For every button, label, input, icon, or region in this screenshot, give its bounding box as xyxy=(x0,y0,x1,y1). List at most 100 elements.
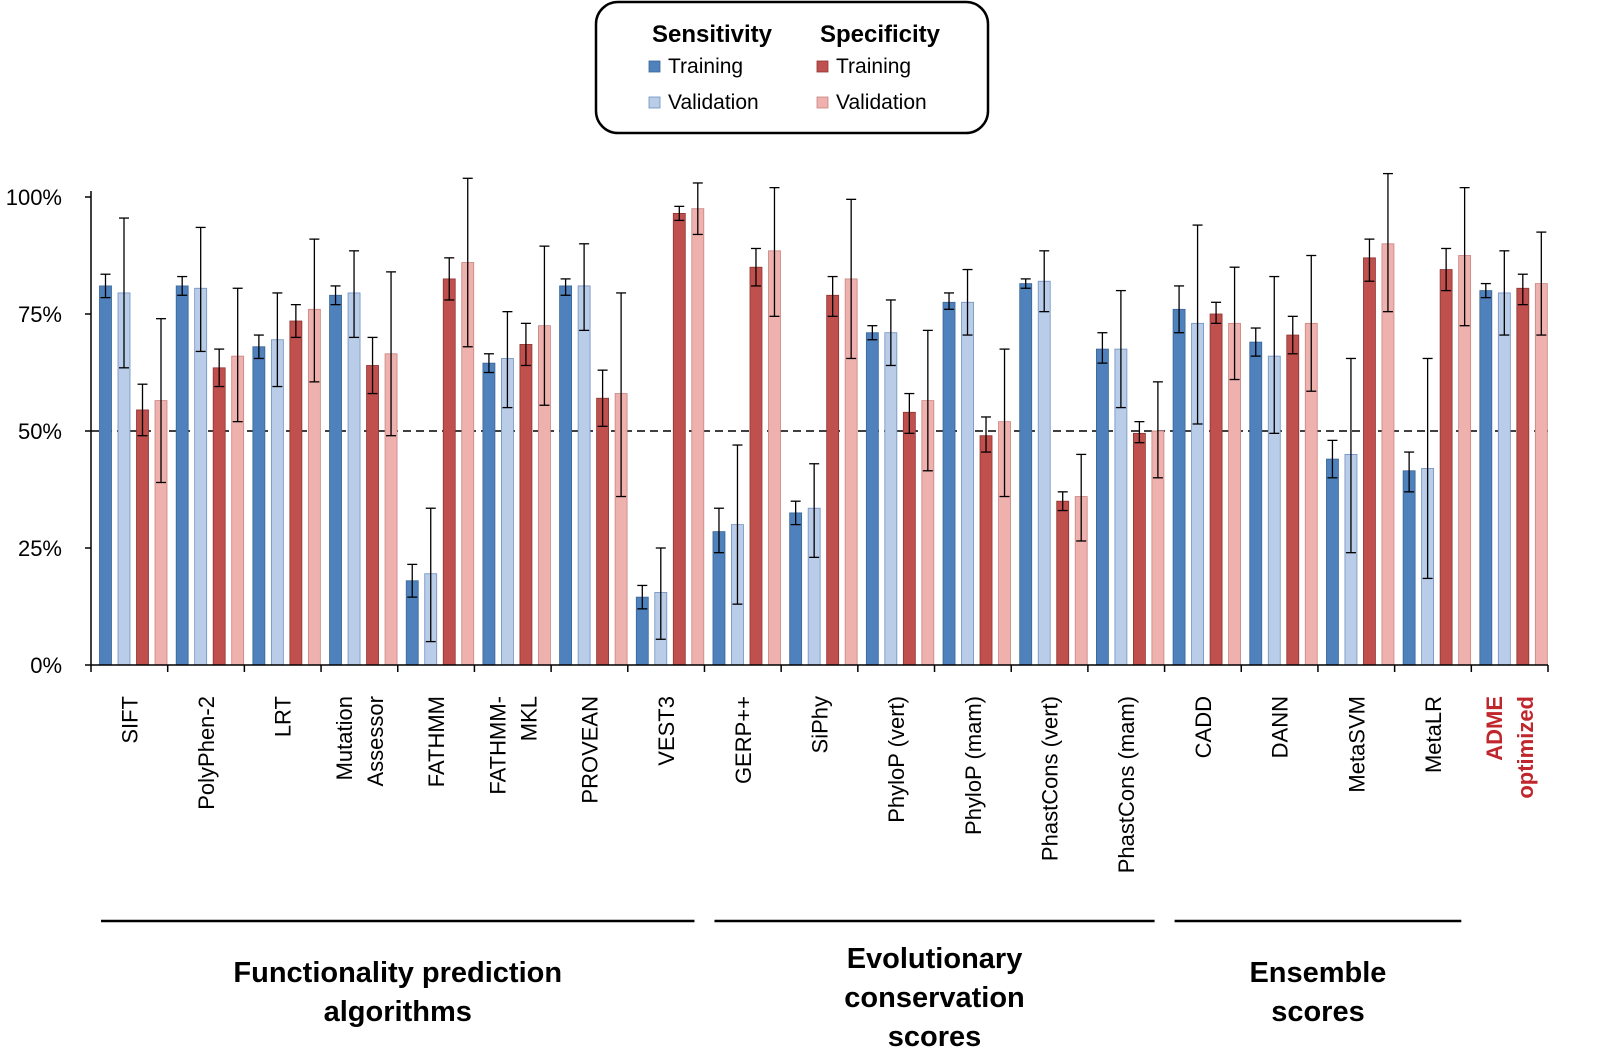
bar-sens_val xyxy=(347,292,361,666)
y-tick-label: 50% xyxy=(18,419,62,444)
category-phylop-mam- xyxy=(942,268,1011,666)
legend-swatch-spec_val xyxy=(816,96,829,109)
bar-spec_train xyxy=(596,397,610,666)
legend-entry-label: Training xyxy=(668,55,743,78)
category-sift xyxy=(99,217,168,666)
legend-group-title: Sensitivity xyxy=(652,21,773,48)
category-phastcons-vert- xyxy=(1019,250,1088,666)
category-fathmm xyxy=(405,177,475,666)
group-label: algorithms xyxy=(324,996,472,1028)
bar-spec_train xyxy=(902,411,916,666)
bar-spec_train xyxy=(1439,269,1453,666)
bar-spec_train xyxy=(672,212,686,666)
x-category-label: CADD xyxy=(1191,696,1216,758)
bar-spec_val xyxy=(1534,283,1548,666)
bar-spec_train xyxy=(1209,313,1223,666)
group-label: conservation xyxy=(844,982,1025,1014)
legend-entry-label: Validation xyxy=(836,91,927,114)
group-label: scores xyxy=(1271,996,1365,1028)
category-phastcons-mam- xyxy=(1095,289,1165,666)
category-cadd xyxy=(1172,224,1241,666)
category-metasvm xyxy=(1326,172,1395,666)
y-tick-label: 25% xyxy=(18,536,62,561)
x-category-label: SiPhy xyxy=(808,696,833,753)
bar-sens_train xyxy=(559,285,573,666)
category-adme-optimized xyxy=(1479,231,1548,666)
category-fathmm-mkl xyxy=(482,245,551,666)
legend-swatch-sens_train xyxy=(648,60,661,73)
x-category-label: FATHMM xyxy=(424,696,449,787)
bar-sens_train xyxy=(942,301,956,666)
bar-sens_train xyxy=(1019,283,1033,666)
legend-swatch-spec_train xyxy=(816,60,829,73)
bar-sens_val xyxy=(884,332,898,666)
x-category-label: PhastCons (mam) xyxy=(1114,696,1139,873)
category-provean xyxy=(559,243,628,666)
legend-swatch-sens_val xyxy=(648,96,661,109)
bar-sens_train xyxy=(789,512,803,666)
bar-sens_train xyxy=(329,294,342,666)
x-category-label: LRT xyxy=(271,696,296,737)
bar-sens_val xyxy=(270,339,284,666)
category-polyphen-2 xyxy=(175,226,245,666)
bar-sens_train xyxy=(1326,458,1339,666)
bar-sens_train xyxy=(175,285,189,666)
bar-spec_train xyxy=(1363,257,1376,666)
bar-spec_train xyxy=(1286,334,1300,666)
bar-sens_val xyxy=(577,285,591,666)
bar-sens_train xyxy=(99,285,112,666)
bar-sens_val xyxy=(961,301,974,666)
bar-spec_train xyxy=(1056,500,1070,666)
bar-sens_train xyxy=(1479,290,1493,666)
bar-sens_train xyxy=(1249,341,1263,666)
x-category-label: GERP++ xyxy=(731,696,756,784)
bar-spec_train xyxy=(366,365,379,666)
x-category-label: Assessor xyxy=(363,696,388,786)
bar-spec_train xyxy=(442,278,456,666)
x-category-label: PolyPhen-2 xyxy=(194,696,219,810)
bar-sens_val xyxy=(1037,280,1051,666)
category-lrt xyxy=(252,238,321,666)
x-category-label: FATHMM- xyxy=(485,696,510,795)
legend-group-title: Specificity xyxy=(820,21,941,48)
bar-sens_train xyxy=(1172,308,1186,666)
category-dann xyxy=(1249,254,1318,666)
y-tick-label: 100% xyxy=(6,185,62,210)
bar-sens_train xyxy=(482,362,496,666)
x-category-label: SIFT xyxy=(117,696,142,744)
category-vest3 xyxy=(635,182,705,666)
bar-sens_train xyxy=(1095,348,1109,666)
x-category-label: PhastCons (vert) xyxy=(1038,696,1063,861)
category-gerp- xyxy=(712,186,781,666)
bar-spec_train xyxy=(749,266,763,666)
x-category-label: PROVEAN xyxy=(577,696,602,804)
x-category-label: PhyloP (vert) xyxy=(884,696,909,823)
bar-spec_train xyxy=(826,294,840,666)
x-category-label: MKL xyxy=(516,696,541,741)
category-mutation-assessor xyxy=(329,250,398,666)
x-category-label: VEST3 xyxy=(654,696,679,766)
bar-spec_train xyxy=(979,435,993,666)
legend-entry-label: Validation xyxy=(668,91,759,114)
legend-entry-label: Training xyxy=(836,55,911,78)
category-phylop-vert- xyxy=(865,299,935,666)
bar-spec_train xyxy=(289,320,303,666)
bar-spec_train xyxy=(1516,287,1530,666)
x-category-label: DANN xyxy=(1268,696,1293,758)
x-category-label: ADME xyxy=(1482,696,1507,761)
bar-spec_train xyxy=(519,344,533,666)
group-label: scores xyxy=(888,1021,982,1048)
x-category-label: PhyloP (mam) xyxy=(961,696,986,835)
y-tick-label: 75% xyxy=(18,302,62,327)
y-tick-label: 0% xyxy=(30,653,62,678)
bar-sens_train xyxy=(1402,470,1416,666)
legend-box xyxy=(594,0,990,135)
bar-sens_train xyxy=(252,346,266,666)
bar-spec_train xyxy=(1132,432,1146,666)
group-label: Evolutionary xyxy=(847,943,1023,975)
x-category-label: optimized xyxy=(1513,696,1538,799)
bar-sens_val xyxy=(1497,292,1511,666)
bar-spec_val xyxy=(691,208,705,666)
category-metalr xyxy=(1402,186,1472,666)
